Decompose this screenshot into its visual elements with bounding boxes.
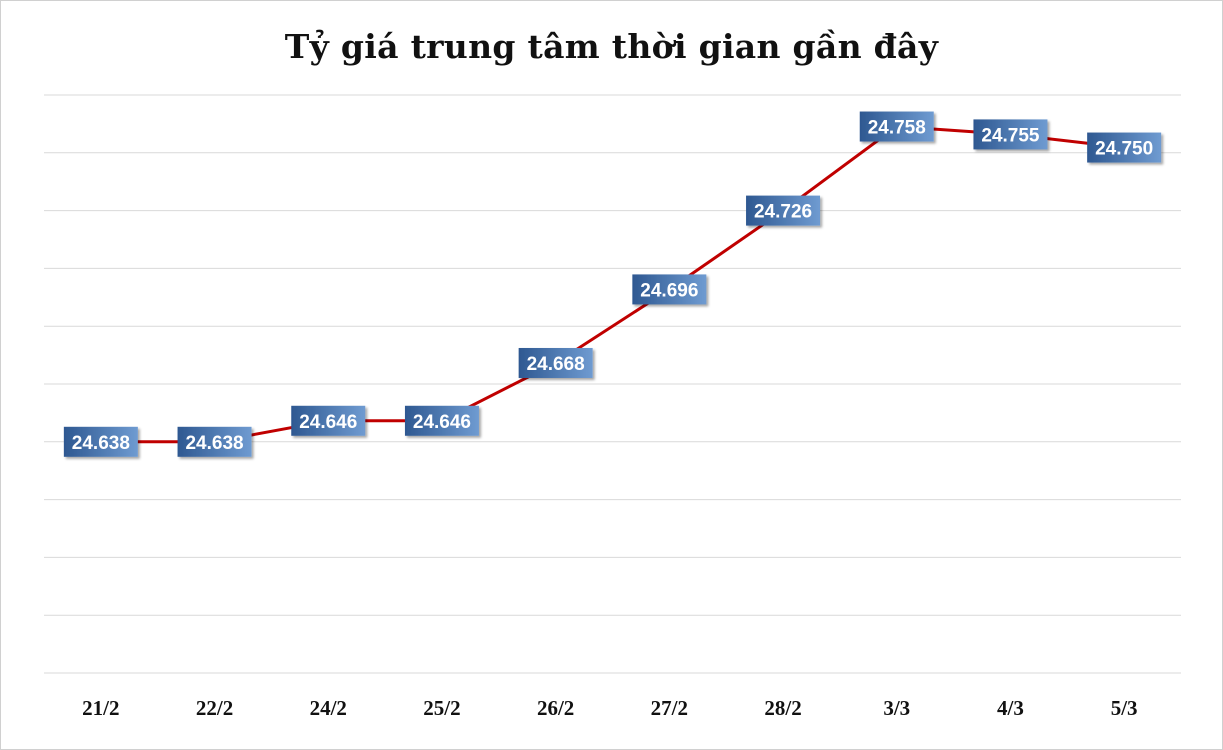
chart-title: Tỷ giá trung tâm thời gian gần đây [284, 27, 939, 66]
data-label: 24.638 [63, 426, 138, 457]
data-label: 24.758 [859, 111, 934, 142]
data-label-text: 24.638 [72, 433, 130, 454]
data-label-text: 24.750 [1095, 139, 1153, 160]
data-label: 24.755 [973, 119, 1048, 150]
data-label: 24.696 [632, 274, 707, 305]
data-label-box [632, 274, 707, 305]
data-label-box [859, 111, 934, 142]
data-label-text: 24.758 [868, 118, 926, 139]
x-tick-label: 3/3 [883, 696, 910, 720]
x-tick-label: 5/3 [1111, 696, 1138, 720]
data-label-text: 24.696 [640, 280, 698, 301]
data-label-box [63, 426, 138, 457]
x-tick-label: 25/2 [423, 696, 460, 720]
data-label-text: 24.638 [185, 433, 243, 454]
data-label: 24.668 [518, 347, 593, 378]
data-label: 24.638 [177, 426, 252, 457]
data-label-text: 24.755 [981, 125, 1040, 146]
data-label-box [746, 195, 821, 226]
series-line [100, 125, 1125, 444]
x-tick-label: 28/2 [764, 696, 801, 720]
x-tick-label: 26/2 [537, 696, 574, 720]
x-tick-label: 21/2 [82, 696, 119, 720]
data-label-box [1087, 132, 1162, 163]
data-label-text: 24.646 [299, 412, 357, 433]
x-tick-label: 24/2 [310, 696, 347, 720]
x-tick-label: 4/3 [997, 696, 1024, 720]
data-label: 24.750 [1087, 132, 1162, 163]
series-polyline [100, 125, 1125, 444]
data-label-text: 24.646 [413, 412, 471, 433]
data-label: 24.646 [291, 405, 366, 436]
x-tick-label: 27/2 [651, 696, 688, 720]
data-label-box [177, 426, 252, 457]
data-label-box [973, 119, 1048, 150]
data-label-box [404, 405, 479, 436]
x-tick-label: 22/2 [196, 696, 233, 720]
gridlines [44, 94, 1181, 674]
data-label-box [291, 405, 366, 436]
x-axis-tick-labels: 21/2 22/2 24/2 25/2 26/2 27/2 28/2 3/3 4/3 5/3 [82, 696, 1137, 720]
data-label: 24.646 [404, 405, 479, 436]
data-labels: 24.638 24.638 24.646 24.646 24.668 24.696 24.7… [63, 111, 1162, 457]
data-label-box [518, 347, 593, 378]
data-label-text: 24.726 [754, 202, 812, 223]
data-label-text: 24.668 [527, 354, 585, 375]
data-label: 24.726 [746, 195, 821, 226]
